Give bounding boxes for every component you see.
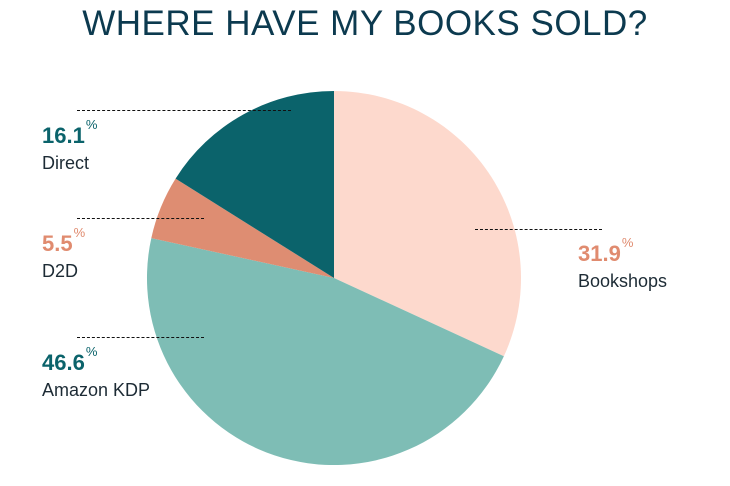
- slice-label-d2d: 5.5% D2D: [42, 226, 85, 281]
- slice-value: 31.9%: [578, 236, 667, 266]
- slice-label-direct: 16.1% Direct: [42, 118, 97, 173]
- pie-slice-direct: [175, 91, 334, 278]
- slice-value-number: 46.6: [42, 350, 85, 375]
- percent-sign: %: [85, 344, 98, 359]
- slice-value: 16.1%: [42, 118, 97, 148]
- leader-line-amazon-kdp: [77, 337, 204, 338]
- slice-name: Direct: [42, 153, 90, 173]
- slice-value: 5.5%: [42, 226, 85, 256]
- leader-line-direct: [77, 110, 291, 111]
- slice-name: D2D: [42, 261, 79, 281]
- pie-slice-d2d: [151, 178, 334, 278]
- slice-label-amazon-kdp: 46.6% Amazon KDP: [42, 345, 151, 400]
- leader-line-d2d: [77, 218, 204, 219]
- slice-label-bookshops: 31.9% Bookshops: [578, 236, 668, 291]
- chart-title: WHERE HAVE MY BOOKS SOLD?: [82, 4, 648, 43]
- slice-value: 46.6%: [42, 345, 150, 375]
- slice-value-number: 31.9: [578, 241, 621, 266]
- slice-name: Amazon KDP: [42, 380, 151, 400]
- slice-value-number: 16.1: [42, 123, 85, 148]
- percent-sign: %: [73, 225, 86, 240]
- percent-sign: %: [85, 117, 98, 132]
- slice-name: Bookshops: [578, 271, 668, 291]
- percent-sign: %: [621, 235, 634, 250]
- pie-slice-bookshops: [334, 91, 522, 357]
- slice-value-number: 5.5: [42, 231, 73, 256]
- pie-slice-amazon-kdp: [146, 238, 504, 466]
- leader-line-bookshops: [475, 229, 602, 230]
